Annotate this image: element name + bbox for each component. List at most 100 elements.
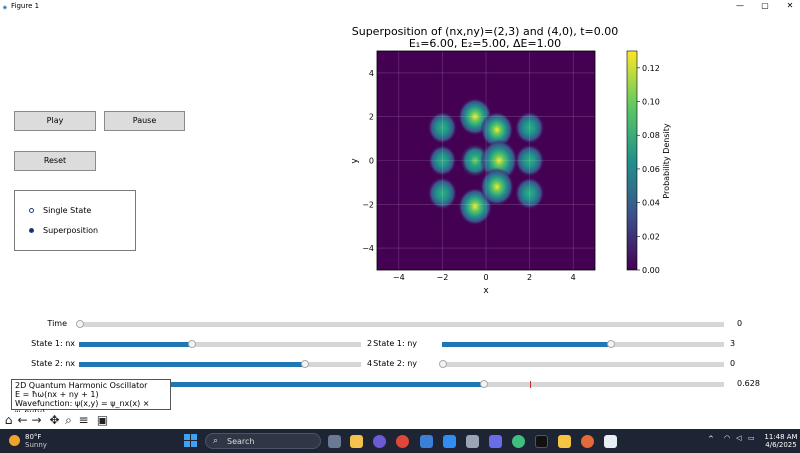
radio-indicator-selected (29, 228, 34, 233)
slider-fill (79, 382, 485, 387)
file-explorer-icon[interactable] (350, 435, 363, 448)
firefox-icon[interactable] (581, 435, 594, 448)
wifi-icon[interactable]: ◠ (724, 434, 731, 442)
state1-nx-value: 2 (367, 339, 373, 348)
slider-handle[interactable] (76, 320, 84, 328)
reset-button[interactable]: Reset (14, 151, 96, 171)
matplotlib-taskbar-icon[interactable] (604, 435, 617, 448)
save-icon[interactable]: ▣ (96, 413, 109, 427)
configure-icon[interactable]: ≡ (78, 413, 89, 427)
plot-title: Superposition of (nx,ny)=(2,3) and (4,0)… (351, 25, 619, 38)
colorbar-tick-label: 0.04 (642, 199, 660, 208)
density-peak-10 (479, 167, 514, 206)
state1-nx-slider-row: State 1: nx 2 (0, 339, 380, 351)
notes-icon[interactable] (558, 435, 571, 448)
battery-icon[interactable]: ▭ (748, 434, 755, 442)
probability-density-plot[interactable]: −4 −2 0 2 4 4 2 0 −2 −4 x y 0.12 0.10 0.08 0.06 0.04… (340, 48, 680, 298)
colorbar-tick-label: 0.12 (642, 64, 660, 73)
y-axis-label: y (350, 158, 360, 164)
colorbar-tick-label: 0.08 (642, 131, 660, 140)
x-tick-label: 2 (527, 273, 532, 282)
radio-label: Superposition (43, 226, 99, 235)
zoom-icon[interactable]: ⌕ (65, 413, 72, 427)
chrome-icon[interactable] (396, 435, 409, 448)
state1-ny-slider-row: State 1: ny 3 (373, 339, 800, 351)
state1-ny-slider[interactable] (442, 340, 724, 348)
pause-button[interactable]: Pause (104, 111, 185, 131)
github-icon[interactable] (373, 435, 386, 448)
density-peak-11 (514, 176, 545, 210)
weather-widget[interactable]: 80°F Sunny (9, 433, 59, 451)
python-icon[interactable] (420, 435, 433, 448)
play-button[interactable]: Play (14, 111, 96, 131)
density-peak-3 (514, 111, 545, 145)
plot-subtitle: E₁=6.00, E₂=5.00, ΔE=1.00 (408, 37, 562, 50)
volume-icon[interactable]: ◁ (736, 434, 742, 442)
weather-temp: 80°F (25, 433, 42, 441)
state1-ny-label: State 1: ny (373, 339, 417, 348)
y-tick-label: −4 (362, 244, 374, 253)
y-tick-label: 4 (369, 69, 374, 78)
terminal-icon[interactable] (535, 435, 548, 448)
clock-time: 11:48 AM (764, 433, 798, 441)
slider-handle[interactable] (607, 340, 615, 348)
time-slider[interactable] (76, 320, 724, 328)
slider-fill (79, 362, 305, 367)
window-title: Figure 1 (11, 2, 40, 10)
time-slider-value: 0 (737, 319, 743, 328)
colorbar-tick-label: 0.10 (642, 98, 660, 107)
slider-initial-marker (530, 381, 531, 388)
tray-chevron-icon[interactable]: ^ (708, 435, 714, 443)
state1-ny-value: 3 (730, 339, 736, 348)
density-peak-4 (428, 144, 457, 177)
info-line-title: 2D Quantum Harmonic Oscillator (15, 381, 148, 390)
pan-icon[interactable]: ✥ (49, 413, 60, 427)
slider-handle[interactable] (439, 360, 447, 368)
slider-handle[interactable] (480, 380, 488, 388)
density-peak-0 (427, 111, 458, 145)
colorbar-tick-label: 0.02 (642, 232, 660, 241)
x-tick-label: 4 (571, 273, 576, 282)
slider-fill (442, 342, 612, 347)
start-button[interactable] (184, 434, 198, 448)
state2-nx-slider[interactable] (79, 360, 361, 368)
state1-nx-slider[interactable] (79, 340, 361, 348)
matplotlib-app-icon: ✷ (2, 4, 8, 12)
forward-icon[interactable]: → (31, 413, 42, 427)
discord-icon[interactable] (489, 435, 502, 448)
weather-desc: Sunny (25, 441, 47, 449)
x-tick-label: −2 (437, 273, 449, 282)
app-icon[interactable] (466, 435, 479, 448)
home-icon[interactable]: ⌂ (4, 413, 13, 427)
maximize-button[interactable]: ▢ (761, 1, 769, 10)
parameter-slider-row: 0.628 (0, 379, 800, 391)
radio-indicator (29, 208, 34, 213)
colorbar-label: Probability Density (662, 123, 671, 199)
slider-fill (79, 342, 192, 347)
density-peak-7 (514, 144, 545, 177)
minimize-button[interactable]: — (736, 1, 744, 10)
time-slider-row: Time 0 (0, 319, 800, 331)
windows-taskbar: 80°F Sunny ⌕ Search ^ ◠ ◁ ▭ 11:48 AM 4/6… (0, 429, 800, 453)
app-icon[interactable] (512, 435, 525, 448)
y-tick-label: 0 (369, 157, 374, 166)
state2-nx-value: 4 (367, 359, 373, 368)
task-view-icon[interactable] (328, 435, 341, 448)
state2-ny-slider[interactable] (439, 360, 724, 368)
colorbar-tick-label: 0.06 (642, 165, 660, 174)
sun-icon (9, 435, 20, 446)
search-icon: ⌕ (213, 436, 219, 446)
vscode-icon[interactable] (443, 435, 456, 448)
window-titlebar: ✷ Figure 1 — ▢ ✕ (0, 0, 800, 12)
state2-ny-label: State 2: ny (373, 359, 417, 368)
state2-ny-slider-row: State 2: ny 0 (373, 359, 800, 371)
taskbar-search[interactable]: ⌕ Search (205, 433, 321, 449)
time-slider-label: Time (47, 319, 67, 328)
taskbar-clock[interactable]: 11:48 AM 4/6/2025 (763, 433, 799, 449)
back-icon[interactable]: ← (17, 413, 28, 427)
parameter-slider[interactable] (79, 380, 724, 388)
close-button[interactable]: ✕ (786, 1, 794, 10)
axes-frame (376, 50, 596, 271)
slider-handle[interactable] (301, 360, 309, 368)
slider-handle[interactable] (188, 340, 196, 348)
